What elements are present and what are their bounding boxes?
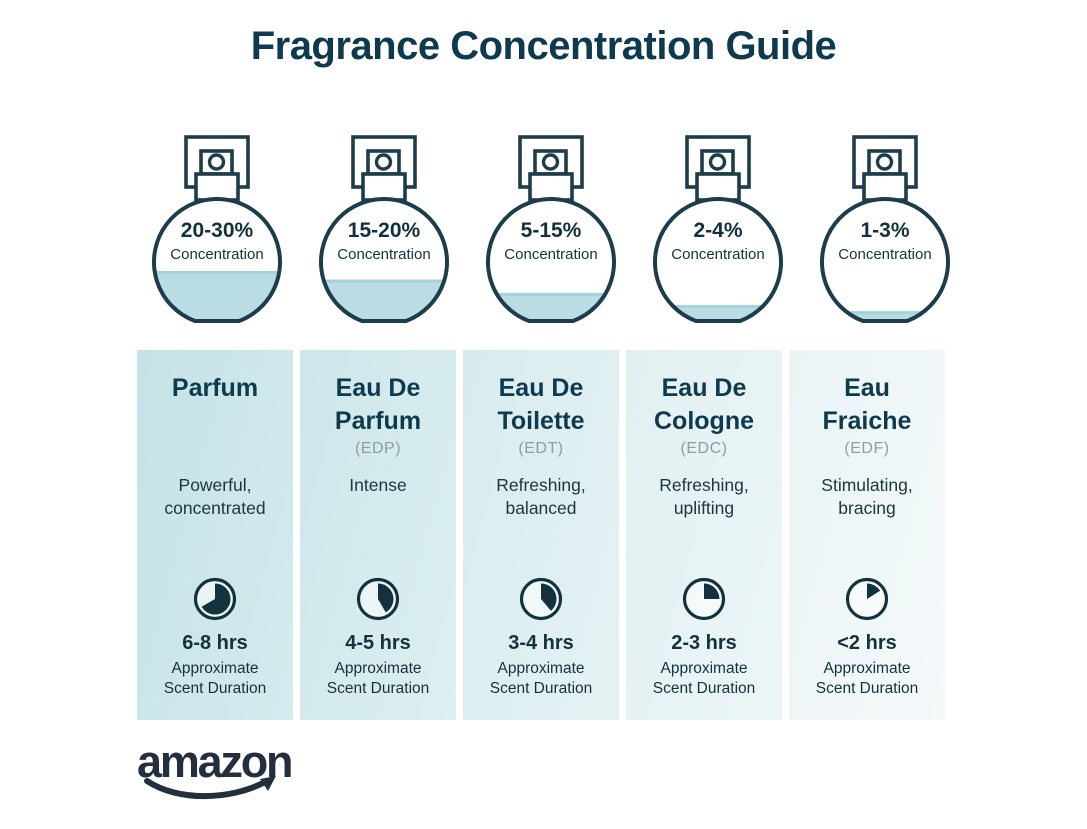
clock-slot (137, 576, 293, 622)
fragrance-description: Stimulating, bracing (821, 475, 913, 518)
concentration-label: Concentration (671, 246, 764, 263)
fragrance-name: Eau De Toilette (497, 374, 585, 435)
scent-duration-clock-icon (193, 577, 237, 621)
fragrance-name: Eau De Parfum (334, 374, 422, 435)
nozzle-hole-icon (708, 153, 727, 171)
perfume-bottle: 15-20% Concentration (319, 135, 449, 323)
fragrance-column-card: Parfum Powerful, concentrated 6-8 hrs App… (137, 350, 293, 720)
columns-row: Parfum Powerful, concentrated 6-8 hrs App… (137, 350, 945, 720)
scent-duration-clock-icon (845, 577, 889, 621)
duration-value: 2-3 hrs (671, 632, 737, 654)
concentration-value: 20-30% (181, 219, 254, 242)
nozzle-hole-icon (207, 153, 226, 171)
duration-caption: Approximate Scent Duration (326, 660, 430, 697)
clock-slot (626, 576, 782, 622)
bottle-neck (361, 172, 407, 202)
bottle-cell: 15-20% Concentration (304, 134, 464, 334)
scent-duration-clock-icon (519, 577, 563, 621)
bottle-neck (862, 172, 908, 202)
fragrance-column-card: Eau De Toilette (EDT) Refreshing, balanced… (463, 350, 619, 720)
amazon-logo: amazon (137, 736, 297, 804)
bottle-cell: 20-30% Concentration (137, 134, 297, 334)
duration-value: 6-8 hrs (182, 632, 248, 654)
bottle-cell: 2-4% Concentration (638, 134, 798, 334)
duration-caption: Approximate Scent Duration (652, 660, 756, 697)
concentration-label: Concentration (838, 246, 931, 263)
bottle-body-outline (152, 197, 282, 323)
bottle-body (822, 199, 948, 321)
scent-duration-clock-icon (356, 577, 400, 621)
fragrance-column-card: Eau Fraiche (EDF) Stimulating, bracing <2 … (789, 350, 945, 720)
nozzle-hole-icon (875, 153, 894, 171)
perfume-bottle: 20-30% Concentration (152, 135, 282, 323)
clock-slot (463, 576, 619, 622)
fragrance-description: Refreshing, uplifting (659, 475, 749, 518)
fragrance-abbreviation: (EDP) (354, 440, 402, 457)
fragrance-name: Parfum (171, 374, 259, 402)
fragrance-name: Eau De Cologne (654, 374, 754, 435)
duration-caption: Approximate Scent Duration (489, 660, 593, 697)
amazon-logo-text: amazon (137, 736, 294, 787)
fragrance-column-card: Eau De Parfum (EDP) Intense 4-5 hrs Appro… (300, 350, 456, 720)
duration-caption: Approximate Scent Duration (163, 660, 267, 697)
concentration-label: Concentration (337, 246, 430, 263)
bottle-neck (194, 172, 240, 202)
fragrance-abbreviation: (EDC) (680, 440, 728, 457)
bottle-neck (695, 172, 741, 202)
nozzle-hole-icon (374, 153, 393, 171)
bottle-body-outline (486, 197, 616, 323)
fragrance-description: Powerful, concentrated (164, 475, 266, 518)
bottle-liquid (321, 279, 448, 321)
perfume-bottle: 5-15% Concentration (486, 135, 616, 323)
concentration-value: 1-3% (860, 219, 909, 242)
concentration-value: 5-15% (521, 219, 582, 242)
bottle-body (488, 199, 614, 321)
concentration-label: Concentration (170, 246, 263, 263)
duration-value: 4-5 hrs (345, 632, 411, 654)
concentration-value: 2-4% (693, 219, 742, 242)
fragrance-description: Intense (349, 475, 407, 495)
fragrance-name: Eau Fraiche (822, 374, 912, 435)
bottle-cell: 1-3% Concentration (805, 134, 965, 334)
bottle-body-outline (653, 197, 783, 323)
fragrance-description: Refreshing, balanced (496, 475, 586, 518)
fragrance-column-card: Eau De Cologne (EDC) Refreshing, uplifting… (626, 350, 782, 720)
bottles-row: 20-30% Concentration 15-20% Concentratio… (137, 134, 950, 334)
bottle-cell: 5-15% Concentration (471, 134, 631, 334)
bottle-body-outline (820, 197, 950, 323)
fragrance-abbreviation: (EDF) (844, 440, 890, 457)
nozzle-hole-icon (541, 153, 560, 171)
page-title: Fragrance Concentration Guide (250, 24, 837, 68)
scent-duration-clock-icon (682, 577, 726, 621)
perfume-bottle: 2-4% Concentration (653, 135, 783, 323)
bottle-neck (528, 172, 574, 202)
duration-caption: Approximate Scent Duration (815, 660, 919, 697)
duration-value: 3-4 hrs (508, 632, 574, 654)
bottle-body (655, 199, 781, 321)
concentration-value: 15-20% (348, 219, 421, 242)
bottle-liquid (822, 311, 949, 321)
concentration-label: Concentration (504, 246, 597, 263)
amazon-smile-icon (144, 776, 276, 800)
clock-slot (300, 576, 456, 622)
clock-slot (789, 576, 945, 622)
bottle-body-outline (319, 197, 449, 323)
fragrance-abbreviation: (EDT) (518, 440, 564, 457)
perfume-bottle: 1-3% Concentration (820, 135, 950, 323)
duration-value: <2 hrs (837, 632, 897, 654)
